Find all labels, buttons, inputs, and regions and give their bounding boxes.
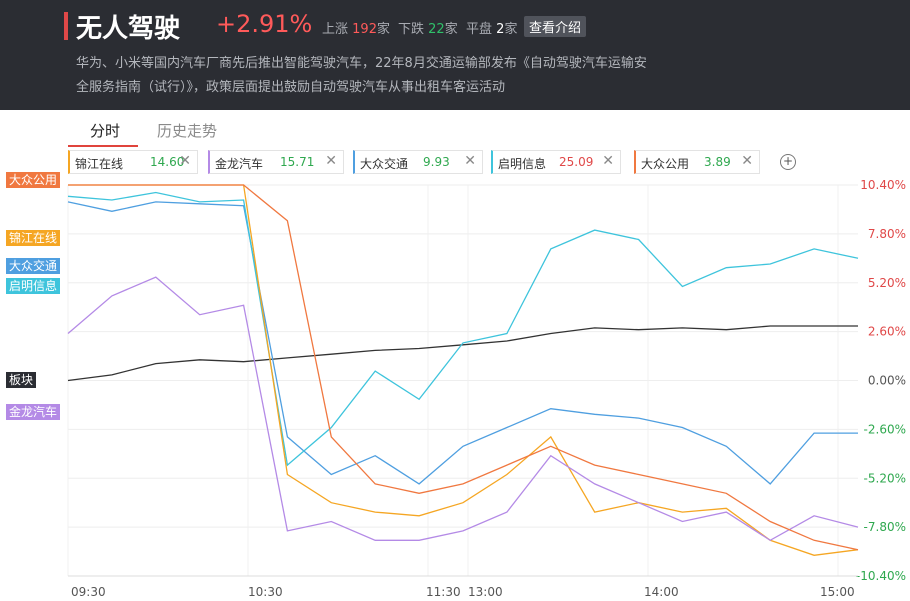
close-icon[interactable]: ✕	[741, 153, 753, 169]
close-icon[interactable]: ✕	[602, 153, 614, 169]
down-stat: 下跌 22家	[398, 22, 458, 37]
close-icon[interactable]: ✕	[325, 153, 337, 169]
series-line-锦江在线	[68, 184, 859, 556]
tag-dazhong-gongyong: 大众公用	[6, 172, 61, 188]
close-icon[interactable]: ✕	[464, 153, 476, 169]
tab-intraday[interactable]: 分时	[90, 122, 121, 140]
close-icon[interactable]: ✕	[179, 153, 191, 169]
tag-qiming: 启明信息	[6, 278, 61, 294]
header: 无人驾驶 +2.91% 上涨 192家 下跌 22家 平盘 2家 查看介绍 华为…	[0, 0, 910, 110]
tag-jinlong: 金龙汽车	[6, 404, 61, 420]
x-tick-label: 15:00	[820, 585, 855, 599]
y-tick-label: -10.40%	[856, 569, 906, 583]
flat-stat: 平盘 2家	[466, 22, 518, 37]
y-tick-label: 5.20%	[868, 276, 906, 290]
legend-item-qiming[interactable]: 启明信息 25.09 ✕	[491, 150, 621, 174]
tag-bankuai: 板块	[6, 372, 37, 388]
view-intro-button[interactable]: 查看介绍	[524, 16, 587, 37]
legend-name: 锦江在线	[75, 157, 124, 171]
series-line-金龙汽车	[67, 276, 859, 542]
x-tick-label: 14:00	[644, 585, 679, 599]
add-stock-icon[interactable]: +	[780, 154, 796, 170]
tab-underline	[68, 145, 138, 147]
y-tick-label: -5.20%	[864, 471, 906, 485]
y-tick-label: 0.00%	[868, 374, 906, 388]
legend-value: 9.93	[423, 155, 450, 169]
tag-jinjiang: 锦江在线	[6, 230, 61, 246]
series-line-板块	[67, 325, 858, 382]
tab-history[interactable]: 历史走势	[157, 122, 218, 140]
series-line-大众交通	[67, 201, 858, 485]
legend-item-dazhong-gongyong[interactable]: 大众公用 3.89 ✕	[634, 150, 760, 174]
sector-description: 华为、小米等国内汽车厂商先后推出智能驾驶汽车，22年8月交通运输部发布《自动驾驶…	[76, 52, 706, 100]
series-line-启明信息	[67, 191, 859, 467]
legend-name: 启明信息	[498, 157, 547, 171]
sector-change: +2.91%	[216, 10, 313, 38]
x-tick-label: 11:30	[426, 585, 461, 599]
legend-name: 大众公用	[641, 157, 690, 171]
legend-item-dazhong-jiaotong[interactable]: 大众交通 9.93 ✕	[353, 150, 483, 174]
x-tick-label: 13:00	[468, 585, 503, 599]
y-tick-label: 2.60%	[868, 325, 906, 339]
legend-name: 金龙汽车	[215, 157, 264, 171]
tag-dazhong-jiaotong: 大众交通	[6, 258, 61, 274]
description-line-1: 华为、小米等国内汽车厂商先后推出智能驾驶汽车，22年8月交通运输部发布《自动驾驶…	[76, 56, 647, 71]
up-stat: 上涨 192家	[322, 22, 390, 37]
y-tick-label: 10.40%	[860, 178, 906, 192]
legend-value: 3.89	[704, 155, 731, 169]
page-title: 无人驾驶	[76, 14, 181, 44]
x-tick-label: 09:30	[71, 585, 106, 599]
legend-value: 14.60	[150, 155, 185, 169]
title-accent	[64, 12, 68, 40]
legend-item-jinlong[interactable]: 金龙汽车 15.71 ✕	[208, 150, 344, 174]
legend-value: 25.09	[559, 155, 594, 169]
y-tick-label: -2.60%	[864, 422, 906, 436]
y-tick-label: 7.80%	[868, 227, 906, 241]
y-tick-label: -7.80%	[864, 520, 906, 534]
x-tick-label: 10:30	[248, 585, 283, 599]
description-line-2: 全服务指南（试行）》，政策层面提出鼓励自动驾驶汽车从事出租车客运活动	[76, 80, 506, 95]
legend-value: 15.71	[280, 155, 315, 169]
series-line-大众公用	[68, 184, 859, 551]
legend-name: 大众交通	[360, 157, 409, 171]
legend-item-jinjiang[interactable]: 锦江在线 14.60 ✕	[68, 150, 198, 174]
